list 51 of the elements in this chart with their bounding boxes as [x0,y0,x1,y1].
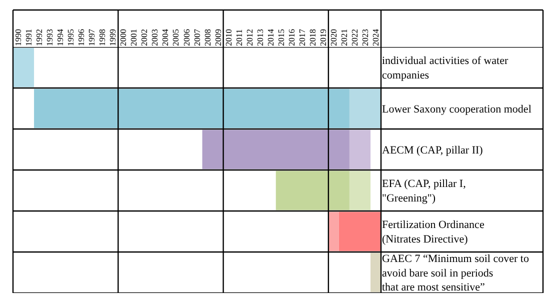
x-tick-label: 1999 [108,29,118,46]
bar [370,252,381,292]
x-tick-label: 2019 [318,29,328,46]
y-tick-label: individual activities of water companies [382,55,508,82]
x-tick-label: 1997 [86,29,97,46]
x-tick-label: 2017 [296,29,307,46]
x-tick-label: 2014 [265,28,276,46]
y-tick-label: Fertilization Ordinance (Nitrates Directive) [382,219,484,246]
x-tick-label: 2002 [139,29,150,46]
x-tick-label: 1992 [34,29,44,46]
x-tick-label: 1996 [76,29,86,46]
bar [349,130,370,170]
x-tick-label: 2003 [150,29,160,46]
x-tick-label: 1995 [66,29,76,46]
y-tick-label: Lower Saxony cooperation model [382,103,532,116]
bar [328,212,339,252]
x-tick-label: 2015 [276,29,286,46]
x-tick-label: 2021 [338,29,349,46]
bar [338,212,381,252]
x-tick-label: 2022 [349,29,360,46]
x-tick-label: 1991 [24,29,34,46]
x-tick-label: 2013 [254,29,265,46]
x-tick-label: 2023 [360,29,370,46]
y-tick-label: GAEC 7 “Minimum soil cover to avoid bare soil in periods that are most sensitive” [382,253,530,294]
x-tick-label: 1990 [13,29,24,46]
bar [349,88,381,128]
x-tick-label: 2011 [234,29,244,46]
x-tick-label: 2009 [212,29,223,46]
bar [276,170,350,210]
x-tick-label: 2008 [202,29,212,46]
bar [349,170,370,210]
x-tick-label: 2000 [118,29,128,46]
x-tick-label: 2006 [181,29,192,46]
y-tick-label: AECM (CAP, pillar II) [382,144,484,156]
x-tick-label: 2010 [223,29,234,46]
bar [34,88,350,128]
x-tick-label: 2024 [370,28,381,46]
x-tick-label: 2005 [170,29,181,46]
x-tick-label: 1993 [44,29,55,46]
x-tick-label: 2020 [328,29,338,46]
x-tick-label: 2001 [128,29,139,46]
x-tick-label: 2016 [286,29,296,46]
y-tick-label: EFA (CAP, pillar I, "Greening") [382,178,466,204]
bar [13,48,34,88]
x-tick-label: 2018 [307,29,318,46]
x-tick-label: 1994 [55,28,66,46]
bar [202,130,350,170]
x-tick-label: 2007 [192,29,202,46]
x-tick-label: 2004 [160,28,170,46]
x-tick-label: 1998 [97,29,108,46]
x-tick-label: 2012 [244,29,254,46]
